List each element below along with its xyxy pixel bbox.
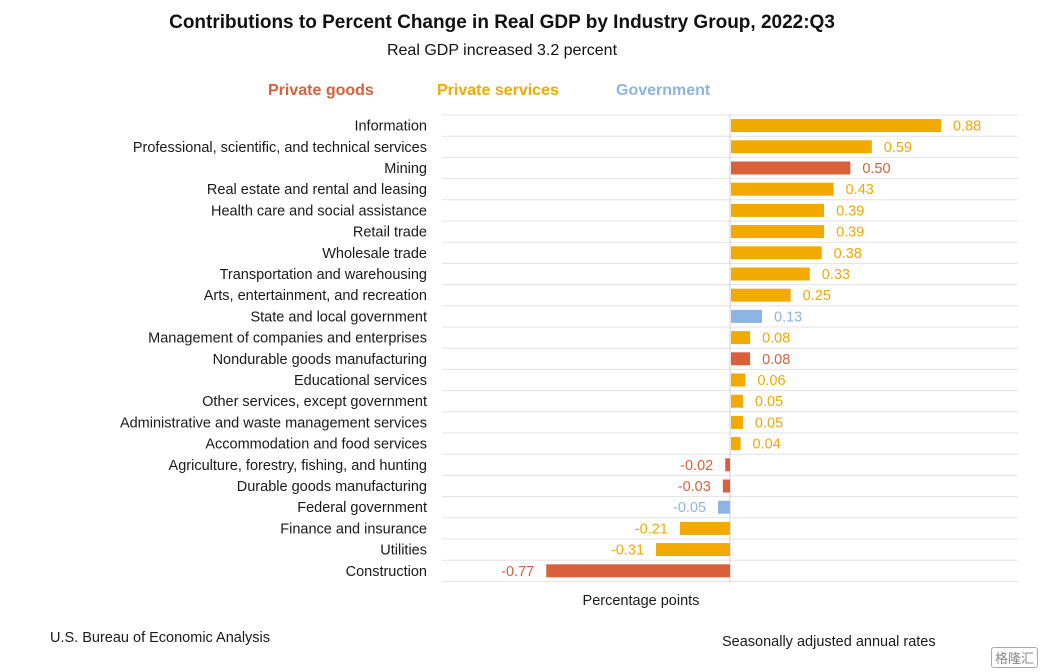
category-label: Accommodation and food services [205,437,427,453]
source-note: U.S. Bureau of Economic Analysis [50,630,271,646]
category-label: Health care and social assistance [211,203,427,219]
bar [731,182,834,196]
category-label: Construction [346,564,427,580]
legend-private-services: Private services [437,82,559,99]
category-label: Arts, entertainment, and recreation [204,288,427,304]
bar-chart: Information 0.88 Professional, scientific,… [120,114,1018,582]
bar [731,394,743,408]
data-label: 0.33 [822,267,850,283]
bar [725,458,730,472]
category-label: Other services, except government [202,394,427,410]
bar [731,437,741,451]
bar [731,373,746,387]
legend-private-goods: Private goods [268,82,374,99]
x-axis-label: Percentage points [582,593,700,609]
bar [731,246,822,260]
chart-title: Contributions to Percent Change in Real … [169,12,835,33]
legend-government: Government [616,82,711,99]
bar [731,225,825,239]
data-label: 0.08 [762,331,790,347]
data-label: 0.13 [774,309,802,325]
bar [722,479,730,493]
data-label: -0.21 [635,521,668,537]
category-label: Nondurable goods manufacturing [213,352,427,368]
category-label: Finance and insurance [280,521,427,537]
category-label: Durable goods manufacturing [237,479,427,495]
bar [731,331,751,345]
data-label: -0.05 [673,500,706,516]
chart-subtitle: Real GDP increased 3.2 percent [386,42,618,59]
category-label: Transportation and warehousing [220,267,427,283]
data-label: 0.50 [862,161,890,177]
data-label: 0.05 [755,394,783,410]
category-label: Utilities [380,543,427,559]
data-label: 0.39 [836,203,864,219]
data-label: -0.02 [680,458,713,474]
bar [731,140,872,154]
data-label: 0.59 [884,140,912,156]
bar [731,203,825,217]
data-label: 0.39 [836,225,864,241]
data-label: 0.38 [834,246,862,262]
data-label: 0.06 [757,373,785,389]
bar [731,119,941,133]
bar [731,161,851,175]
category-label: Retail trade [353,225,427,241]
category-label: Educational services [294,373,427,389]
category-label: Mining [384,161,427,177]
bar [546,564,730,578]
category-label: Agriculture, forestry, fishing, and hunt… [169,458,427,474]
data-label: -0.03 [678,479,711,495]
data-label: 0.25 [803,288,831,304]
bar [731,352,751,366]
category-label: State and local government [250,309,427,325]
category-label: Real estate and rental and leasing [207,182,427,198]
bar [731,415,743,429]
bar [718,500,730,514]
category-label: Information [354,119,427,135]
bar [731,267,810,281]
watermark-logo: 格隆汇 [990,647,1038,668]
bar [731,309,763,323]
bar [656,543,730,557]
bar [679,521,730,535]
bar [731,288,791,302]
data-label: 0.08 [762,352,790,368]
data-label: 0.05 [755,415,783,431]
category-label: Administrative and waste management serv… [120,415,427,431]
category-label: Professional, scientific, and technical … [133,140,427,156]
data-label: -0.77 [501,564,534,580]
category-label: Management of companies and enterprises [148,331,427,347]
data-label: 0.88 [953,119,981,135]
data-label: -0.31 [611,543,644,559]
seasonal-note: Seasonally adjusted annual rates [722,634,936,650]
category-label: Wholesale trade [322,246,427,262]
data-label: 0.43 [846,182,874,198]
data-label: 0.04 [753,437,781,453]
category-label: Federal government [297,500,427,516]
